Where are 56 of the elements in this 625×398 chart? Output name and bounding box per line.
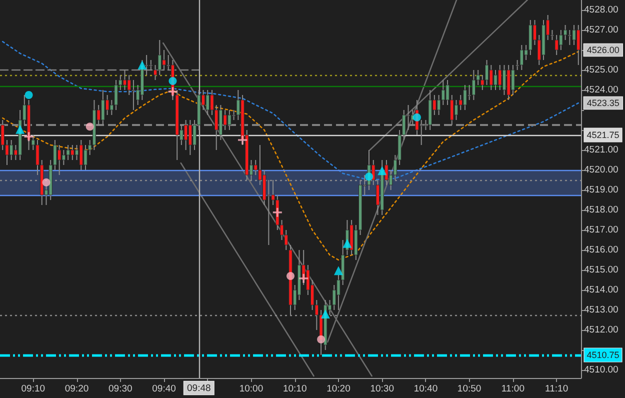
x-tick-label: 10:50 — [457, 384, 482, 394]
y-tick-label: 4513.00 — [584, 304, 618, 316]
x-tick-label: 09:40 — [152, 384, 176, 394]
y-tick-label: 4527.00 — [584, 24, 618, 36]
point — [16, 124, 25, 134]
candlestick — [484, 60, 489, 86]
point — [378, 166, 387, 176]
y-tick-label: 4512.00 — [584, 324, 618, 336]
annotation: 09:48 — [187, 383, 211, 394]
data-label: 4523.35 — [586, 98, 620, 108]
y-tick-label: 4517.00 — [584, 224, 618, 236]
y-tick-label: 4520.00 — [584, 164, 618, 176]
x-tick-label: 09:20 — [64, 384, 89, 394]
x-tick-label: 10:30 — [370, 384, 394, 394]
x-tick-label: 10:20 — [326, 384, 350, 394]
x-tick-label: 10:00 — [239, 384, 264, 394]
point — [286, 272, 294, 280]
point — [317, 335, 326, 344]
candlestick — [502, 64, 506, 96]
y-tick-label: 4515.00 — [584, 264, 618, 276]
point — [334, 266, 343, 276]
x-tick-label: 10:40 — [414, 384, 438, 394]
point — [24, 132, 34, 142]
candlestick — [472, 70, 476, 100]
y-tick-label: 4521.00 — [584, 144, 618, 156]
point — [299, 274, 308, 283]
point — [24, 91, 33, 99]
x-tick-label: 10:10 — [282, 384, 307, 394]
y-tick-label: 4516.00 — [584, 244, 618, 256]
y-tick-label: 4525.00 — [584, 64, 618, 76]
x-tick-label: 09:10 — [21, 384, 46, 394]
point — [42, 178, 50, 186]
ref-line-label: 4510.75 — [586, 350, 620, 360]
x-tick-label: 09:30 — [108, 384, 132, 394]
point — [272, 208, 282, 217]
y-tick-label: 4510.00 — [584, 364, 618, 376]
line-series — [2, 50, 580, 261]
candlestick — [454, 100, 458, 120]
y-tick-label: 4514.00 — [584, 284, 618, 296]
point — [342, 238, 352, 248]
y-tick-label: 4518.00 — [584, 204, 618, 216]
point — [138, 60, 147, 70]
point — [320, 310, 330, 318]
point — [86, 122, 94, 131]
text: 4526.00 — [586, 45, 620, 55]
y-tick-label: 4519.00 — [584, 184, 618, 196]
point — [365, 172, 374, 181]
point — [412, 113, 421, 122]
point — [168, 77, 177, 85]
x-tick-label: 11:00 — [501, 384, 524, 394]
y-tick-label: 4528.00 — [584, 4, 618, 16]
x-tick-label: 11:10 — [545, 384, 568, 394]
point — [238, 136, 248, 144]
ref-line-label: 4521.75 — [586, 130, 620, 140]
point — [168, 87, 178, 96]
y-tick-label: 4524.00 — [584, 84, 618, 96]
